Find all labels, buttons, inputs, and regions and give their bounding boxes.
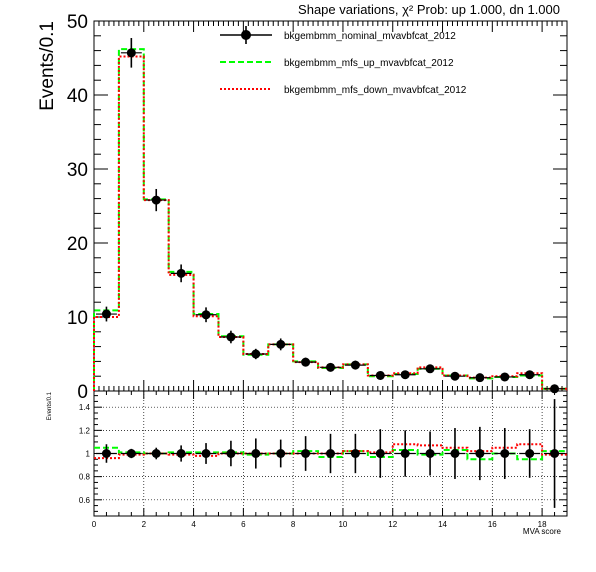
ratio-data-point [375, 449, 385, 458]
main-y-tick-label: 10 [67, 308, 88, 329]
ratio-data-point [500, 449, 510, 458]
chart-title: Shape variations, χ² Prob: up 1.000, dn … [298, 2, 560, 17]
legend-entry-label: bkgembmm_mfs_down_mvavbfcat_2012 [284, 85, 467, 96]
ratio-data-point [151, 449, 161, 458]
ratio-x-tick-label: 10 [338, 520, 347, 529]
main-data-point [525, 370, 535, 380]
ratio-data-point [101, 449, 111, 458]
main-axis-ticks [93, 20, 568, 392]
main-data-point [550, 384, 560, 394]
ratio-data-point [525, 449, 535, 458]
main-data-point [126, 48, 136, 58]
ratio-data-point [450, 449, 460, 458]
main-plot-frame [93, 20, 568, 392]
main-series-2-step [93, 55, 568, 391]
ratio-y-tick-label: 1.2 [79, 426, 91, 435]
main-y-tick-label: 0 [77, 382, 88, 403]
main-y-tick-label: 20 [67, 234, 88, 255]
legend-entry-label: bkgembmm_mfs_up_mvavbfcat_2012 [284, 58, 454, 69]
main-data-point [450, 371, 460, 381]
ratio-x-axis-label: MVA score [523, 527, 562, 536]
ratio-x-tick-label: 6 [241, 520, 246, 529]
main-data-point [350, 360, 360, 370]
main-y-axis-label: Events/0.1 [37, 21, 58, 111]
main-data-point [276, 339, 286, 349]
main-points [96, 38, 565, 394]
main-y-tick-label: 40 [67, 86, 88, 107]
main-y-tick-label: 50 [67, 12, 88, 33]
main-series-1-step [93, 48, 568, 391]
main-data-point [151, 195, 161, 205]
ratio-axis-ticks [93, 391, 568, 516]
ratio-y-tick-label: 1.4 [79, 403, 91, 412]
ratio-y-axis-label: Events/0.1 [47, 391, 53, 420]
ratio-data-point [226, 449, 236, 458]
ratio-y-tick-label: 1 [86, 450, 91, 459]
ratio-data-point [326, 449, 335, 458]
ratio-x-tick-label: 8 [291, 520, 296, 529]
ratio-y-tick-label: 0.6 [79, 496, 91, 505]
ratio-x-tick-label: 2 [142, 520, 147, 529]
ratio-x-tick-label: 14 [438, 520, 447, 529]
ratio-series-1-step [94, 446, 567, 461]
ratio-data-point [550, 449, 560, 458]
ratio-x-tick-label: 4 [191, 520, 196, 529]
ratio-data-point [276, 449, 286, 458]
ratio-data-point [475, 449, 485, 458]
main-data-point [226, 332, 236, 342]
ratio-x-tick-label: 16 [488, 520, 497, 529]
ratio-x-tick-label: 18 [538, 520, 547, 529]
main-data-point [425, 364, 435, 374]
ratio-x-tick-label: 12 [388, 520, 397, 529]
legend-nominal-marker [241, 30, 251, 40]
legend: bkgembmm_nominal_mvavbfcat_2012 bkgembmm_… [220, 26, 467, 96]
ratio-data-point [126, 449, 136, 458]
ratio-points [96, 399, 565, 508]
main-data-point [101, 309, 111, 319]
main-data-point [201, 310, 211, 320]
ratio-data-point [400, 449, 410, 458]
ratio-data-point [350, 449, 360, 458]
ratio-data-point [251, 449, 261, 458]
main-data-point [500, 372, 510, 382]
main-data-point [176, 268, 186, 278]
ratio-y-tick-label: 0.8 [79, 473, 91, 482]
ratio-x-tick-label: 0 [92, 520, 97, 529]
main-data-point [475, 373, 485, 383]
main-data-point [301, 357, 311, 367]
ratio-data-point [201, 449, 211, 458]
main-y-tick-label: 30 [67, 160, 88, 181]
main-data-point [251, 349, 261, 359]
ratio-data-point [176, 449, 186, 458]
legend-entry-label: bkgembmm_nominal_mvavbfcat_2012 [284, 31, 456, 42]
main-data-point [375, 370, 385, 380]
ratio-data-point [301, 449, 311, 458]
ratio-data-point [425, 449, 435, 458]
main-data-point [326, 362, 335, 372]
main-data-point [400, 370, 410, 380]
